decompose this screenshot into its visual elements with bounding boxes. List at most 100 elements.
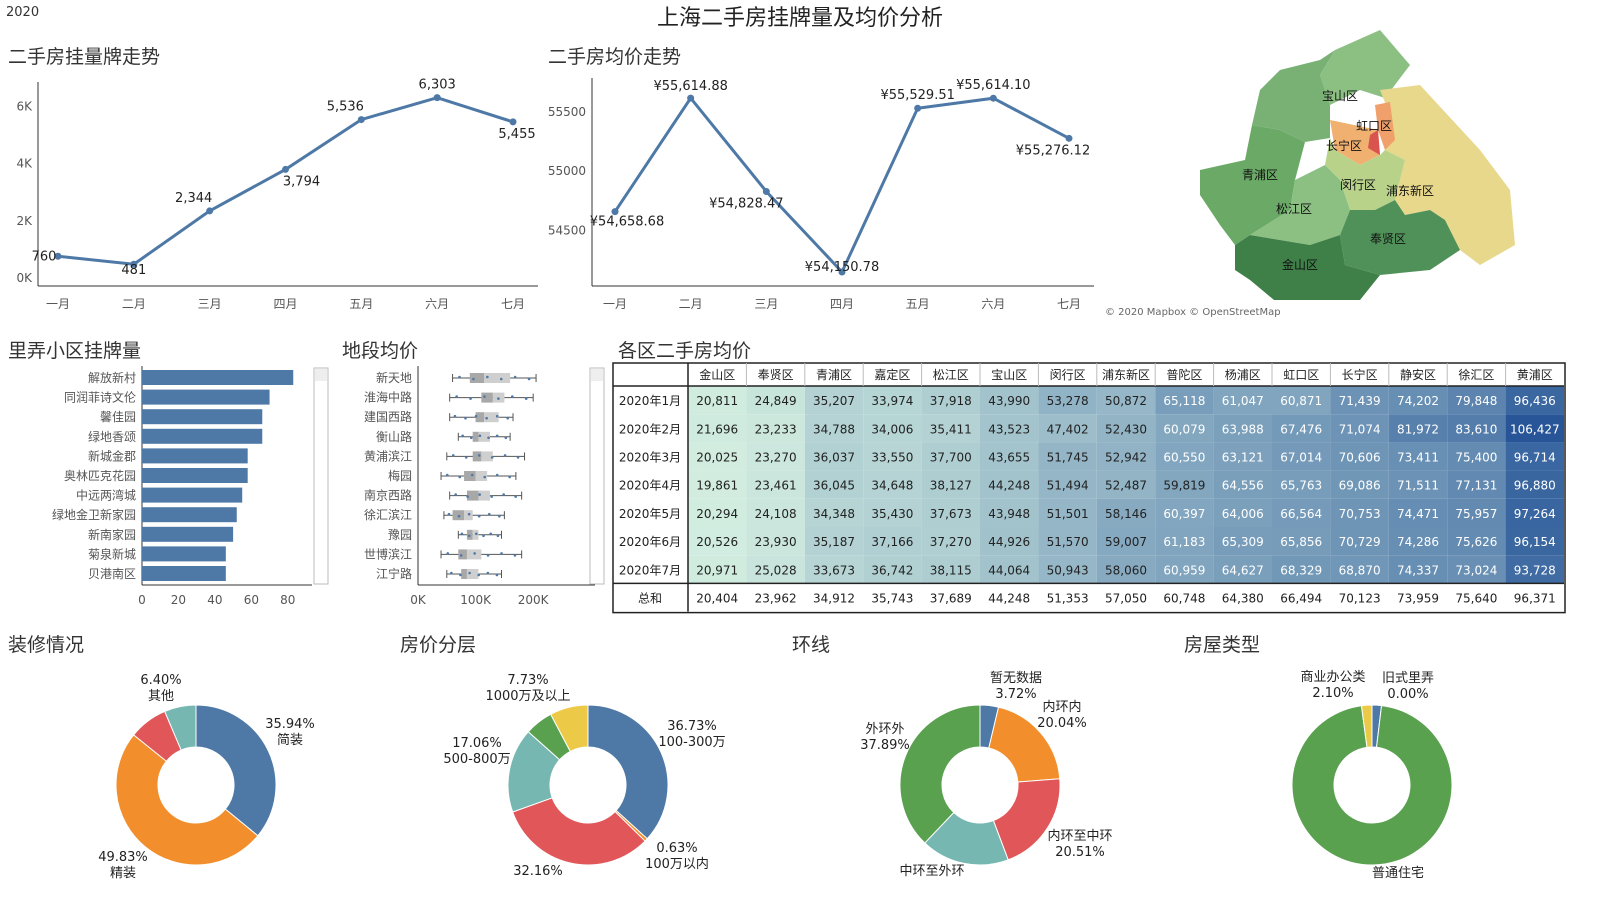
cell-value: 74,471 <box>1397 507 1439 521</box>
data-point <box>469 436 473 440</box>
heat-cell <box>980 442 1039 471</box>
heat-cell <box>1213 555 1272 584</box>
x-tick-label: 四月 <box>273 297 297 311</box>
district-minhang[interactable] <box>1325 138 1405 210</box>
data-point <box>459 554 463 557</box>
district-qingpu[interactable] <box>1200 125 1305 245</box>
x-tick-label: 20 <box>171 593 186 607</box>
cell-value: 24,108 <box>755 507 797 521</box>
district-baoshan[interactable] <box>1320 30 1410 105</box>
data-point <box>458 375 461 379</box>
cell-value: 59,819 <box>1163 479 1205 493</box>
data-point <box>478 434 482 438</box>
cell-value: 75,400 <box>1455 451 1497 465</box>
data-point <box>467 534 471 538</box>
x-tick-label: 0 <box>138 593 146 607</box>
column-header: 静安区 <box>1400 367 1436 382</box>
scrollbar-thumb <box>591 369 603 381</box>
category-label: 同润菲诗文伦 <box>64 390 136 405</box>
slice-label: 简装 <box>277 732 303 748</box>
data-point <box>459 573 462 577</box>
district-songjiang[interactable] <box>1250 165 1350 245</box>
district-pudong[interactable] <box>1380 85 1515 265</box>
category-label: 豫园 <box>388 528 412 542</box>
heat-cell <box>1505 442 1564 471</box>
heat-cell <box>1505 527 1564 556</box>
x-tick-label: 60 <box>244 593 259 607</box>
shanghai-district-map[interactable] <box>1180 30 1525 300</box>
heat-cell <box>1096 442 1156 471</box>
district-jiading[interactable] <box>1252 50 1335 142</box>
map-label-fengxian: 奉贤区 <box>1370 232 1407 246</box>
column-header: 宝山区 <box>991 368 1027 382</box>
heat-cell <box>1330 470 1389 499</box>
cell-value: 93,728 <box>1514 563 1556 577</box>
heat-cell <box>688 498 747 527</box>
data-point <box>206 207 214 215</box>
slice-label: 100万以内 <box>645 856 709 872</box>
data-point <box>989 94 997 102</box>
year-label: 2020 <box>6 5 40 20</box>
heat-cell <box>863 498 922 527</box>
row-header: 2020年6月 <box>619 535 681 549</box>
heat-cell <box>1505 470 1564 499</box>
heat-cell <box>1038 527 1097 556</box>
data-point <box>1065 134 1073 142</box>
data-point <box>516 456 520 459</box>
heat-cell <box>980 498 1039 527</box>
column-header: 嘉定区 <box>874 367 910 382</box>
x-tick-label: 四月 <box>830 297 854 311</box>
heat-cell <box>804 498 864 527</box>
cell-value: 74,337 <box>1397 563 1439 577</box>
heat-cell <box>921 470 980 499</box>
box-lower <box>472 451 482 462</box>
heat-cell <box>1096 414 1156 443</box>
cell-value: 96,436 <box>1514 394 1556 408</box>
data-point <box>470 473 474 477</box>
cell-value: 65,118 <box>1163 394 1205 408</box>
bar <box>142 526 234 542</box>
data-point <box>467 512 471 516</box>
cell-value: 70,729 <box>1339 535 1381 549</box>
cell-value: 52,942 <box>1105 451 1147 465</box>
heat-cell <box>1213 470 1272 499</box>
data-point <box>469 397 472 400</box>
heat-cell <box>746 442 805 471</box>
listing-trend-chart: 0K 2K 4K 6K 一月 二月 三月 四月 五月 六月 七月 760 481 2,344 3,794 5,… <box>16 78 538 311</box>
y-tick-label: 55500 <box>548 105 586 119</box>
ring-road-title: 环线 <box>792 634 831 656</box>
district-fengxian[interactable] <box>1340 200 1460 275</box>
heat-cell <box>1272 386 1331 415</box>
total-value: 34,912 <box>813 592 855 606</box>
heat-cell <box>1213 414 1272 443</box>
heat-cell <box>1388 442 1448 471</box>
district-huangpu[interactable] <box>1368 130 1380 155</box>
heat-cell <box>980 386 1039 415</box>
row-header: 2020年2月 <box>619 422 681 436</box>
category-label: 梅园 <box>388 468 412 483</box>
district-hongkou[interactable] <box>1375 102 1395 150</box>
box-upper <box>466 569 479 579</box>
cell-value: 51,745 <box>1047 451 1089 465</box>
total-value: 64,380 <box>1222 592 1264 606</box>
category-label: 南京西路 <box>364 488 412 503</box>
heat-cell <box>980 555 1039 584</box>
x-tick-label: 80 <box>280 593 295 607</box>
heat-cell <box>921 386 980 415</box>
cell-value: 73,024 <box>1455 563 1497 577</box>
box-upper <box>475 471 488 481</box>
cell-value: 51,570 <box>1047 535 1089 549</box>
slice-label: 7.73% <box>507 673 548 688</box>
data-point <box>460 532 464 536</box>
cell-value: 36,045 <box>813 479 855 493</box>
slice-label: 外环外 <box>865 722 904 737</box>
cell-value: 20,811 <box>696 394 738 408</box>
cell-value: 35,411 <box>930 422 972 436</box>
map-label-pudong: 浦东新区 <box>1386 184 1435 198</box>
heat-cell <box>1388 555 1448 584</box>
district-jinshan[interactable] <box>1235 235 1380 300</box>
heat-cell <box>1330 527 1389 556</box>
district-changning[interactable] <box>1330 120 1380 165</box>
